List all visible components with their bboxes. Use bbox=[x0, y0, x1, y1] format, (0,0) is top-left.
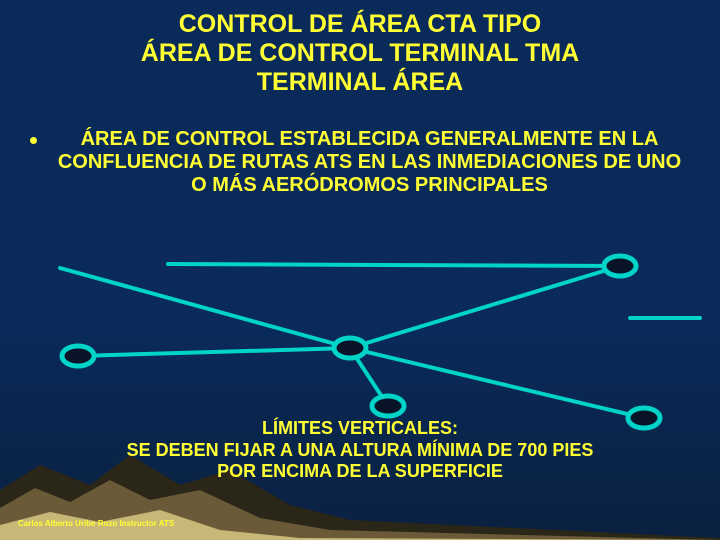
footer-credit: Carlos Alberto Uribe Rozo Instructor ATS bbox=[18, 519, 174, 528]
slide-title: CONTROL DE ÁREA CTA TIPO ÁREA DE CONTROL… bbox=[0, 10, 720, 96]
route-node bbox=[62, 346, 94, 366]
route-line bbox=[78, 348, 350, 356]
title-line-2: ÁREA DE CONTROL TERMINAL TMA bbox=[0, 39, 720, 68]
bullet-text: ÁREA DE CONTROL ESTABLECIDA GENERALMENTE… bbox=[49, 128, 690, 197]
title-line-3: TERMINAL ÁREA bbox=[0, 68, 720, 97]
route-line bbox=[168, 264, 620, 266]
limits-line-1: LÍMITES VERTICALES: bbox=[0, 418, 720, 440]
limits-line-3: POR ENCIMA DE LA SUPERFICIE bbox=[0, 461, 720, 483]
ats-routes-diagram bbox=[0, 248, 720, 438]
route-node bbox=[604, 256, 636, 276]
title-line-1: CONTROL DE ÁREA CTA TIPO bbox=[0, 10, 720, 39]
bullet-dot-icon bbox=[30, 137, 37, 144]
route-line bbox=[350, 348, 644, 418]
vertical-limits-block: LÍMITES VERTICALES: SE DEBEN FIJAR A UNA… bbox=[0, 418, 720, 483]
limits-line-2: SE DEBEN FIJAR A UNA ALTURA MÍNIMA DE 70… bbox=[0, 440, 720, 462]
route-node bbox=[372, 396, 404, 416]
slide: CONTROL DE ÁREA CTA TIPO ÁREA DE CONTROL… bbox=[0, 0, 720, 540]
route-line bbox=[350, 348, 388, 406]
route-line bbox=[350, 266, 620, 348]
route-node bbox=[334, 338, 366, 358]
bullet-block: ÁREA DE CONTROL ESTABLECIDA GENERALMENTE… bbox=[30, 128, 690, 197]
mountain-layer bbox=[0, 480, 720, 540]
route-line bbox=[60, 268, 350, 348]
